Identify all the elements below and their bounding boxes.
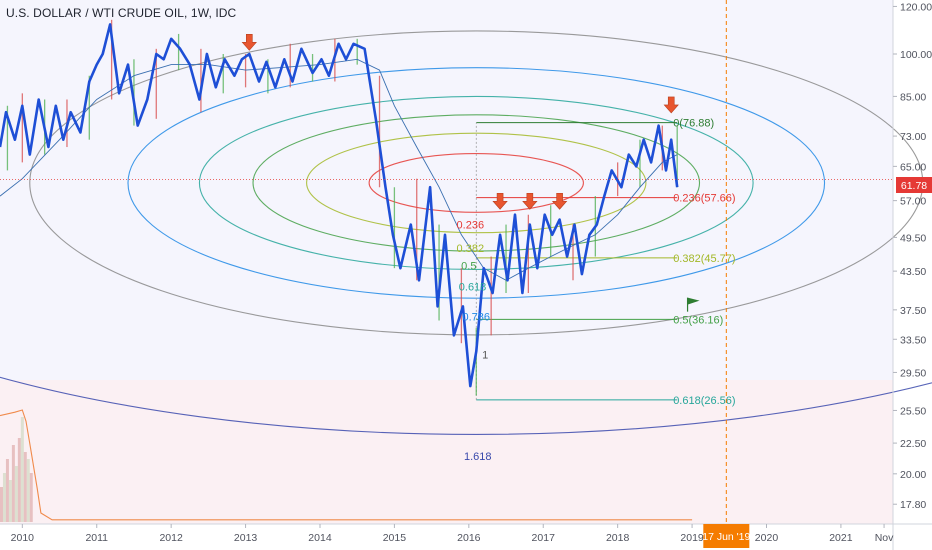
y-tick-label: 100.00	[900, 49, 932, 61]
volume-pane-background	[0, 380, 893, 524]
volume-bar	[26, 459, 30, 522]
volume-bar	[2, 473, 6, 522]
volume-bar	[17, 438, 21, 522]
volume-ma-line	[0, 409, 693, 521]
x-tick-label: 2011	[85, 532, 108, 544]
down-arrow-icon	[492, 192, 508, 210]
date-marker-badge	[703, 524, 750, 548]
fib-level-label: 0.5(36.16)	[673, 314, 723, 326]
volume-bar	[11, 445, 15, 522]
y-tick-label: 57.00	[900, 196, 926, 208]
volume-bar	[20, 417, 24, 522]
x-tick-label: 2017	[532, 532, 556, 544]
x-tick-label: 2013	[234, 532, 258, 544]
x-tick-label: 2019	[680, 532, 704, 544]
y-tick-label: 43.50	[900, 266, 926, 278]
x-tick-label: 2012	[159, 532, 183, 544]
volume-bar	[14, 466, 18, 522]
fib-circle-label: 0.786	[463, 311, 491, 323]
volume-bar	[29, 473, 33, 522]
fib-circle-label: 0.618	[459, 281, 487, 293]
flag-icon	[687, 297, 700, 305]
fib-circle	[198, 95, 754, 270]
y-tick-label: 37.50	[900, 305, 926, 317]
fib-circle-label: 0.236	[457, 220, 485, 232]
date-marker-label: 17 Jun '19	[702, 531, 750, 543]
fib-level-label: 0.236(57.66)	[673, 193, 735, 205]
down-arrow-icon	[663, 96, 679, 114]
fib-circle-label: 0.382	[457, 243, 485, 255]
y-tick-label: 17.80	[900, 499, 926, 511]
fib-circle-label: 1.618	[464, 451, 492, 463]
current-price-badge	[896, 177, 932, 193]
volume-group	[0, 409, 693, 522]
x-tick-label: Nov	[875, 532, 894, 544]
x-tick-label: 2010	[11, 532, 35, 544]
fib-circle	[368, 153, 584, 213]
axis-labels-group: 61.78 17 Jun '19	[702, 177, 932, 548]
price-zigzag-line	[0, 23, 679, 388]
down-arrow-icon	[551, 192, 568, 210]
down-arrow-icon	[241, 33, 257, 51]
fib-circle-labels-group: 0.236 0.382 0.5 0.618 0.786 1 1.618	[457, 220, 492, 463]
zigzag-line-group	[0, 23, 679, 388]
down-arrow-icon	[522, 192, 538, 210]
volume-bar	[5, 459, 9, 522]
time-axis[interactable]: 2010 2011 2012 2013 2014 2015 2016 2017 2018 2019…	[11, 524, 895, 544]
y-tick-label: 20.00	[900, 469, 926, 481]
fib-level-label: 0.618(26.56)	[673, 395, 735, 407]
y-tick-label: 22.50	[900, 438, 926, 450]
markers-group	[0, 0, 893, 524]
fib-level-label: 0.382(45.77)	[673, 253, 735, 265]
y-tick-label: 49.50	[900, 232, 926, 244]
x-tick-label: 2018	[606, 532, 630, 544]
fib-circle	[306, 132, 647, 234]
y-tick-label: 29.50	[900, 367, 926, 379]
moving-average-group	[0, 58, 678, 281]
y-tick-label: 85.00	[900, 91, 926, 103]
x-tick-label: 2016	[457, 532, 481, 544]
price-axis[interactable]: 120.00 100.00 85.00 73.00 65.00 57.00 49.50 43.…	[893, 1, 932, 511]
fib-level-label: 0(76.88)	[673, 118, 714, 130]
y-tick-label: 25.50	[900, 405, 926, 417]
chart-title: U.S. DOLLAR / WTI CRUDE OIL, 1W, IDC	[6, 6, 237, 20]
y-tick-label: 65.00	[900, 161, 926, 173]
fib-circle	[0, 376, 932, 435]
volume-bar	[8, 480, 12, 522]
fib-circle-label: 0.5	[461, 260, 476, 272]
y-tick-label: 73.00	[900, 131, 926, 143]
x-tick-label: 2015	[383, 532, 407, 544]
volume-bar	[0, 487, 3, 522]
moving-average-line	[0, 58, 678, 281]
fib-retracement-group: 0(76.88) 0.236(57.66) 0.382(45.77) 0.5(36.1…	[475, 118, 736, 407]
current-price-label: 61.78	[901, 180, 927, 192]
x-tick-label: 2014	[308, 532, 332, 544]
fib-circle-label: 1	[482, 350, 488, 362]
volume-bar	[23, 452, 27, 522]
arrow-markers-group	[241, 33, 679, 210]
x-tick-label: 2021	[829, 532, 853, 544]
y-tick-label: 120.00	[900, 1, 932, 13]
y-tick-label: 33.50	[900, 334, 926, 346]
x-tick-label: 2020	[755, 532, 779, 544]
